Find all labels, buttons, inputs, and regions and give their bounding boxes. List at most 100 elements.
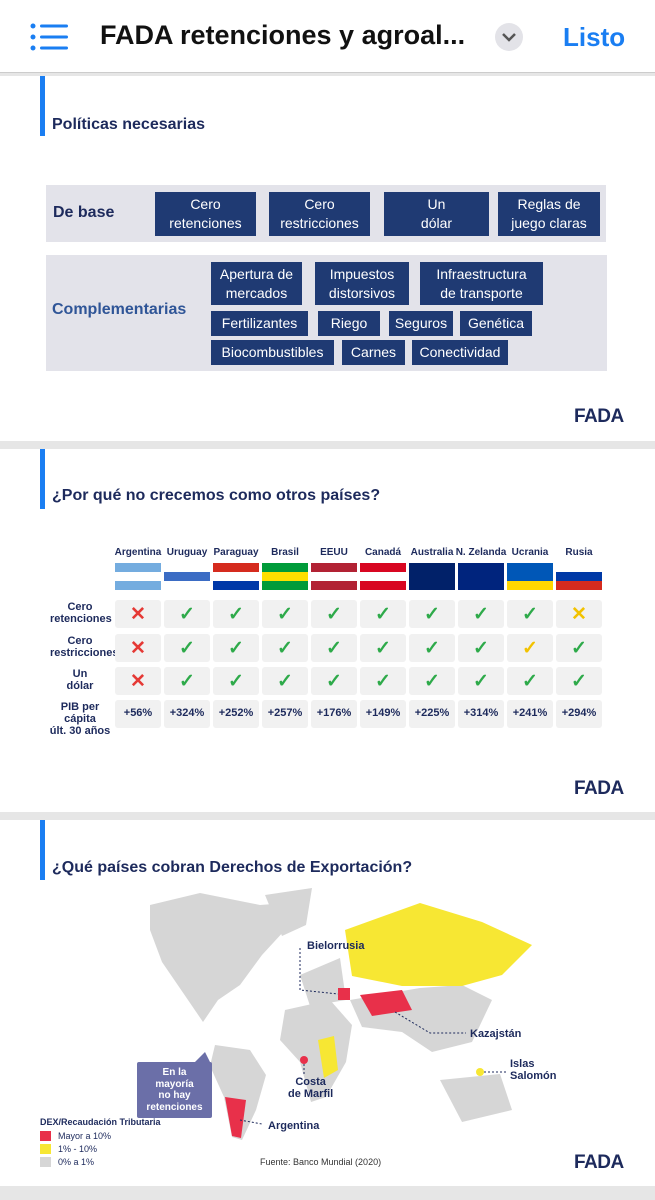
policy-chip: Infraestructura de transporte [420,262,543,305]
status-icon: ✓ [277,604,293,625]
menu-icon[interactable] [28,22,70,52]
status-icon: ✕ [130,671,146,692]
policy-chip: Cero retenciones [155,192,256,236]
flag [262,563,308,590]
flag [213,563,259,590]
status-icon: ✓ [522,638,538,659]
pib-cell: +252% [213,700,259,728]
country-callout: Islas Salomón [510,1058,557,1082]
status-icon: ✓ [571,638,587,659]
status-cell: ✕ [115,667,161,695]
status-icon: ✓ [179,671,195,692]
legend-swatch [40,1131,51,1141]
country-callout: Bielorrusia [307,940,365,952]
flag [115,563,161,590]
status-cell: ✓ [213,667,259,695]
status-icon: ✓ [179,604,195,625]
status-icon: ✓ [228,638,244,659]
fada-logo: FADA [574,778,624,799]
status-icon: ✓ [326,671,342,692]
status-icon: ✓ [326,638,342,659]
accent-bar [40,449,45,509]
status-cell: ✓ [164,600,210,628]
status-icon: ✓ [326,604,342,625]
flag [360,563,406,590]
pib-value: +149% [365,707,401,719]
status-cell: ✕ [556,600,602,628]
done-button[interactable]: Listo [563,22,626,52]
pib-value: +225% [414,707,450,719]
country-label: N. Zelanda [455,547,507,558]
row-label: Cero restricciones [50,635,119,659]
flag [458,563,504,590]
slide: ¿Por qué no crecemos como otros países? A… [0,449,655,812]
policy-chip: Carnes [342,340,405,365]
status-icon: ✓ [375,671,391,692]
slide: ¿Qué países cobran Derechos de Exportaci… [0,820,655,1186]
flag [164,563,210,590]
legend-swatch [40,1157,51,1167]
slide-title: Políticas necesarias [52,116,205,133]
group-label: De base [53,204,115,221]
status-icon: ✓ [228,671,244,692]
status-icon: ✓ [473,671,489,692]
policy-chip: Cero restricciones [269,192,370,236]
status-icon: ✓ [277,671,293,692]
status-cell: ✓ [360,667,406,695]
callout-box: En la mayoría no hay retenciones [137,1062,212,1118]
legend-title: DEX/Recaudación Tributaria [40,1117,161,1127]
policy-chip: Seguros [389,311,453,336]
status-cell: ✓ [164,634,210,662]
pib-cell: +149% [360,700,406,728]
accent-bar [40,76,45,136]
country-label: Paraguay [213,547,259,558]
country-label: Canadá [364,547,402,558]
status-cell: ✓ [409,667,455,695]
policy-chip: Impuestos distorsivos [315,262,409,305]
flag [556,563,602,590]
status-icon: ✓ [277,638,293,659]
group-label: Complementarias [52,301,187,318]
pib-value: +324% [169,707,205,719]
status-cell: ✓ [262,667,308,695]
pib-cell: +324% [164,700,210,728]
policy-chip: Fertilizantes [211,311,308,336]
slide-title: ¿Qué países cobran Derechos de Exportaci… [52,859,413,876]
status-cell: ✓ [213,634,259,662]
pib-value: +241% [512,707,548,719]
pib-value: +176% [316,707,352,719]
status-icon: ✓ [424,604,440,625]
doc-title: FADA retenciones y agroal... [100,20,466,50]
status-icon: ✕ [571,604,587,625]
expand-button[interactable] [494,22,524,52]
status-cell: ✓ [262,600,308,628]
legend-label: 1% - 10% [58,1144,98,1154]
status-cell: ✓ [409,600,455,628]
country-label: Argentina [114,547,162,558]
pib-value: +257% [267,707,303,719]
status-cell: ✓ [409,634,455,662]
status-icon: ✕ [130,604,146,625]
status-cell: ✓ [458,600,504,628]
pib-cell: +176% [311,700,357,728]
slide: Políticas necesarias De base Complementari… [0,76,655,441]
policy-chip: Reglas de juego claras [498,192,600,236]
legend-label: Mayor a 10% [58,1131,112,1141]
country-label: Brasil [271,547,299,558]
policy-chip: Un dólar [384,192,489,236]
pib-value: +252% [218,707,254,719]
world-map [150,888,532,1140]
policy-chip: Genética [460,311,532,336]
status-icon: ✓ [375,638,391,659]
country-callout: Kazajstán [470,1028,522,1040]
pib-cell: +56% [115,700,161,728]
status-icon: ✓ [375,604,391,625]
status-cell: ✓ [458,634,504,662]
fada-logo: FADA [574,406,624,427]
flag [311,563,357,590]
status-icon: ✓ [228,604,244,625]
country-callout: Argentina [268,1120,320,1132]
country-label: EEUU [320,547,348,558]
pib-cell: +241% [507,700,553,728]
status-cell: ✓ [311,634,357,662]
